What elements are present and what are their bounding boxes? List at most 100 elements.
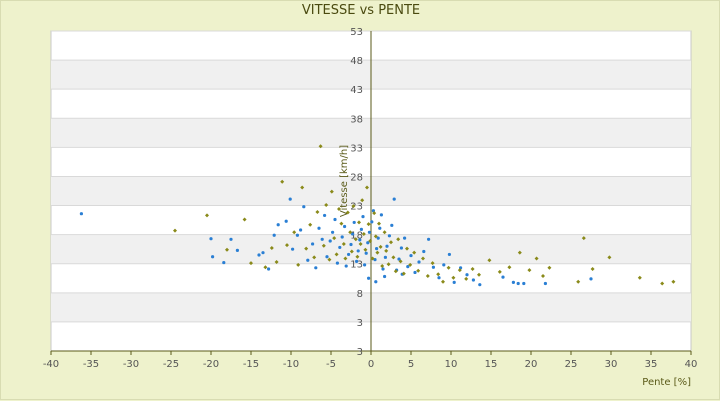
data-point-series-a	[387, 234, 391, 238]
data-point-series-a	[344, 264, 348, 268]
data-point-series-b	[296, 262, 301, 267]
data-point-series-a	[349, 242, 353, 247]
data-point-series-a	[447, 252, 451, 257]
data-point-series-b	[637, 275, 642, 280]
data-point-series-a	[276, 223, 280, 227]
data-point-series-b	[343, 256, 348, 261]
data-point-series-b	[274, 259, 279, 264]
data-point-series-b	[242, 217, 247, 222]
data-point-series-b	[327, 257, 332, 262]
data-point-series-b	[421, 256, 425, 261]
data-point-series-a	[374, 280, 378, 284]
data-point-series-b	[312, 255, 317, 260]
data-point-series-b	[401, 271, 406, 276]
data-point-series-a	[422, 249, 426, 254]
data-point-series-a	[340, 235, 344, 239]
data-point-series-b	[348, 230, 353, 235]
data-point-series-b	[360, 198, 365, 203]
data-point-series-b	[225, 247, 229, 252]
data-point-series-a	[442, 263, 446, 267]
data-point-series-a	[328, 239, 332, 243]
data-point-series-b	[457, 268, 462, 273]
data-point-series-b	[405, 246, 409, 251]
data-point-series-a	[323, 213, 327, 218]
x-tick-label: 40	[685, 359, 698, 370]
x-tick-label: -30	[123, 359, 139, 370]
data-point-series-b	[547, 265, 552, 270]
data-point-series-b	[372, 211, 377, 216]
y-tick-label: 38	[350, 114, 363, 125]
data-point-series-a	[437, 276, 441, 280]
y-tick-label: 3	[357, 318, 363, 329]
data-point-series-b	[173, 228, 177, 233]
data-point-series-b	[380, 264, 385, 269]
y-axis-label: Vitesse [km/h]	[339, 145, 350, 217]
data-point-series-a	[367, 230, 371, 234]
data-point-series-a	[288, 197, 292, 201]
data-point-series-b	[517, 250, 522, 255]
y-tick-label: 28	[350, 172, 363, 183]
data-point-series-b	[607, 255, 612, 260]
y-tick-label: 3	[357, 347, 363, 358]
data-point-series-b	[377, 221, 381, 226]
data-point-series-b	[373, 234, 378, 239]
data-point-series-b	[357, 220, 361, 225]
y-tick-label: 53	[350, 27, 363, 38]
data-point-series-b	[581, 236, 586, 241]
data-point-series-a	[363, 263, 367, 267]
x-tick-label: 0	[368, 359, 374, 370]
data-point-series-b	[263, 265, 268, 270]
data-point-series-b	[487, 258, 492, 263]
data-point-series-a	[399, 246, 403, 250]
x-tick-label: -35	[83, 359, 99, 370]
x-tick-label: 25	[565, 359, 578, 370]
data-point-series-a	[390, 223, 394, 227]
data-point-series-b	[477, 272, 481, 277]
y-tick-label: 33	[350, 143, 363, 154]
data-point-series-a	[427, 237, 431, 241]
data-point-series-a	[375, 247, 379, 251]
data-point-series-b	[292, 230, 297, 235]
data-point-series-a	[352, 220, 356, 225]
data-point-series-b	[416, 268, 421, 273]
data-point-series-b	[269, 246, 274, 251]
data-point-series-b	[345, 210, 350, 215]
data-point-series-b	[430, 261, 435, 266]
data-point-series-a	[79, 212, 83, 216]
data-point-series-a	[302, 205, 306, 209]
x-tick-label: 35	[645, 359, 658, 370]
data-point-series-a	[314, 266, 318, 270]
x-tick-label: 5	[408, 359, 414, 370]
data-point-series-a	[413, 270, 417, 275]
data-point-series-b	[389, 240, 393, 245]
data-point-series-a	[325, 255, 329, 259]
data-point-series-b	[337, 207, 341, 212]
data-point-series-b	[358, 241, 363, 246]
data-point-series-b	[464, 276, 469, 281]
data-point-series-b	[541, 273, 545, 278]
data-point-series-a	[385, 244, 389, 248]
data-point-series-a	[417, 260, 421, 264]
data-point-series-b	[425, 273, 430, 278]
data-point-series-a	[306, 258, 310, 262]
x-tick-label: -20	[203, 359, 219, 370]
data-point-series-b	[365, 185, 369, 190]
data-point-series-b	[393, 269, 398, 274]
data-point-series-b	[391, 255, 396, 260]
data-point-series-b	[671, 279, 676, 284]
data-point-series-b	[341, 241, 346, 246]
data-point-series-b	[329, 189, 334, 194]
data-point-series-a	[406, 265, 410, 269]
data-point-series-b	[349, 249, 354, 254]
data-point-series-a	[333, 217, 337, 222]
data-point-series-a	[299, 228, 303, 232]
data-point-series-a	[311, 242, 315, 246]
data-point-series-b	[368, 239, 373, 244]
data-point-series-b	[351, 204, 356, 209]
data-point-series-b	[249, 261, 253, 266]
data-point-series-a	[209, 237, 213, 241]
data-point-series-a	[543, 281, 548, 286]
data-point-series-b	[361, 232, 366, 237]
data-point-series-b	[332, 236, 337, 241]
